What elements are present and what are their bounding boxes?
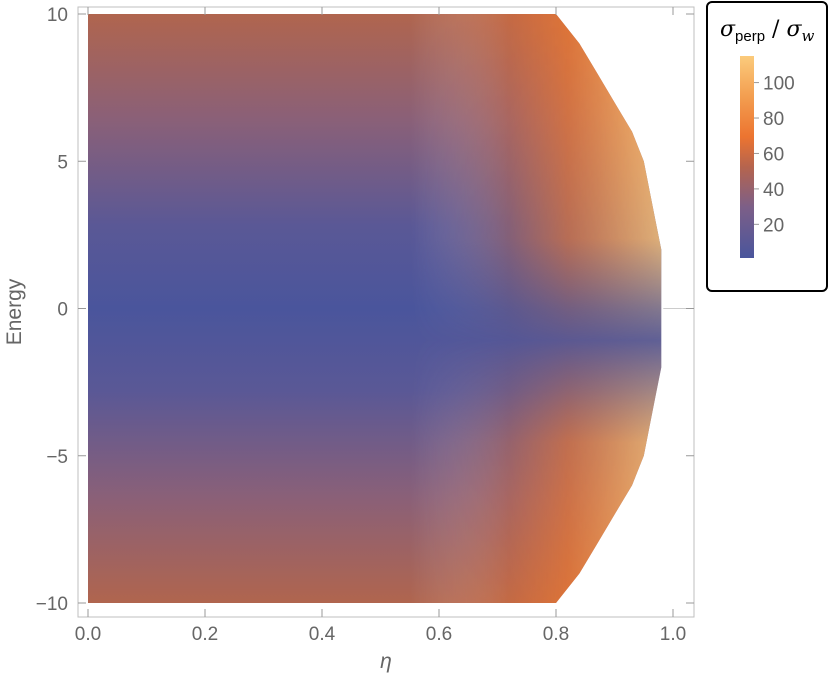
colorbar-tick-label: 100	[763, 74, 795, 95]
x-tick-label: 1.0	[660, 624, 686, 645]
colorbar-ticks: 20 40 60 80 100	[754, 74, 795, 236]
colorbar-tick-label: 40	[763, 180, 784, 201]
colorbar-tick-label: 60	[763, 144, 784, 165]
legend-box	[706, 1, 828, 292]
heatmap-region	[88, 14, 662, 603]
y-tick-label: −10	[36, 594, 68, 615]
legend-title: σperp / σw	[720, 17, 815, 45]
y-tick-label: 5	[57, 152, 68, 173]
y-tick-label: 10	[47, 5, 68, 26]
plot-frame	[77, 6, 695, 618]
x-axis-label: η	[380, 650, 392, 673]
colorbar-tick-label: 20	[763, 215, 784, 236]
x-tick-label: 0.0	[75, 624, 101, 645]
x-tick-label: 0.8	[543, 624, 569, 645]
x-tick-label: 0.2	[192, 624, 218, 645]
y-tick-label: −5	[46, 447, 68, 468]
y-axis-label: Energy	[3, 278, 26, 345]
x-axis-ticks: 0.0 0.2 0.4 0.6 0.8 1.0	[75, 7, 686, 645]
colorbar-bar	[740, 56, 754, 258]
x-tick-label: 0.6	[426, 624, 452, 645]
y-axis-ticks: −10 −5 0 5 10	[36, 5, 694, 615]
colorbar-legend: σperp / σw 20 40 60 80 100	[706, 1, 828, 292]
colorbar-tick-label: 80	[763, 109, 784, 130]
y-tick-label: 0	[57, 300, 68, 321]
x-tick-label: 0.4	[309, 624, 336, 645]
heatmap-eta-overlay	[88, 14, 662, 603]
